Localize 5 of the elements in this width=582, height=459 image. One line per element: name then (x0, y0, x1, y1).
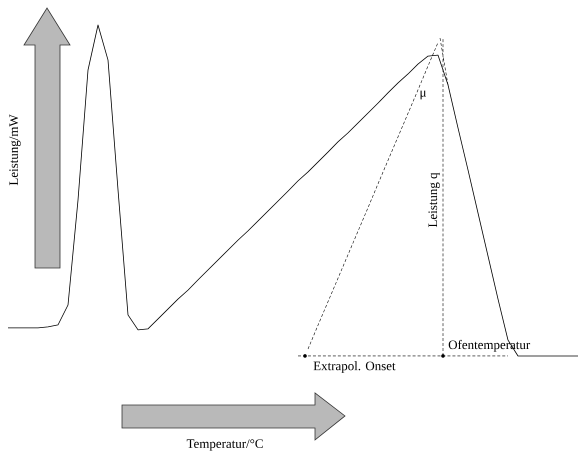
y-axis-title: Leistung/mW (9, 114, 21, 186)
text: Extrapol. Onset (314, 361, 396, 373)
annotation: Leistung q (428, 172, 440, 228)
text: Temperatur/°C (186, 439, 263, 451)
annotation: μ (420, 90, 426, 100)
